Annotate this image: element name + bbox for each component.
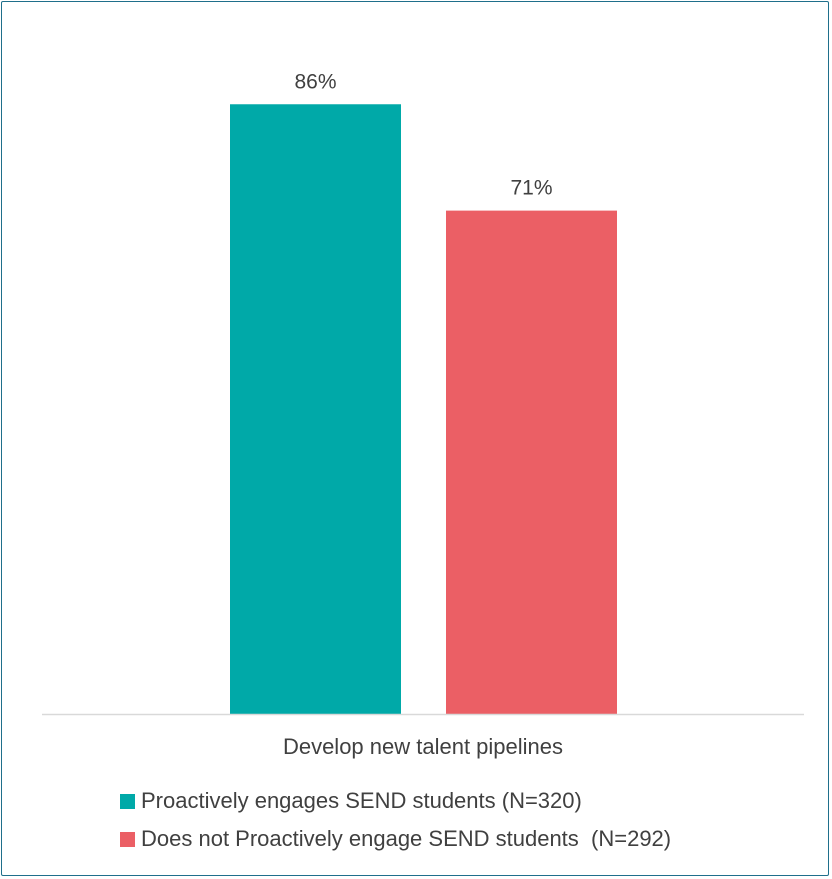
bar-engages: [230, 104, 401, 714]
data-label: 71%: [510, 177, 552, 200]
category-label: Develop new talent pipelines: [283, 734, 563, 759]
legend-item-does-not-engage: Does not Proactively engage SEND student…: [120, 820, 671, 858]
bar-does-not-engage: [446, 210, 617, 715]
legend-swatch-coral: [120, 831, 135, 847]
legend: Proactively engages SEND students (N=320…: [120, 782, 671, 858]
legend-swatch-teal: [120, 793, 135, 809]
data-label: 86%: [294, 70, 336, 93]
legend-label: Does not Proactively engage SEND student…: [141, 826, 672, 851]
legend-label: Proactively engages SEND students (N=320…: [141, 788, 582, 813]
legend-item-engages: Proactively engages SEND students (N=320…: [120, 782, 671, 820]
